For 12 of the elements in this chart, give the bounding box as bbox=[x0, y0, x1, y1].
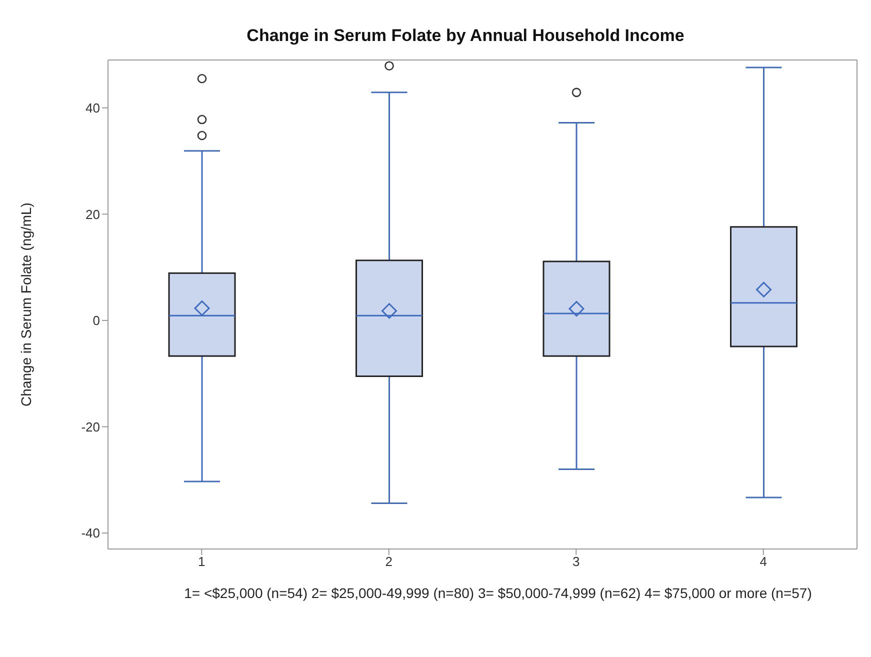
x-tick-label: 4 bbox=[760, 554, 767, 570]
x-axis-title: 1= <$25,000 (n=54) 2= $25,000-49,999 (n=80) 3= $50,000-74,999 (n=62) 4= $75,000 or more (n=57) bbox=[183, 584, 813, 602]
y-tick-label: -40 bbox=[81, 526, 100, 541]
x-tick-label: 3 bbox=[572, 554, 580, 570]
y-tick-label: 20 bbox=[86, 206, 100, 222]
y-tick-label: -20 bbox=[81, 419, 100, 434]
x-tick-label: 2 bbox=[385, 554, 392, 570]
y-tick-label: 0 bbox=[92, 313, 100, 328]
y-tick-label: 40 bbox=[86, 100, 100, 116]
x-tick-label: 1 bbox=[198, 554, 206, 570]
chart-title: Change in Serum Folate by Annual Household Income bbox=[246, 25, 686, 47]
y-axis-title: Change in Serum Folate (ng/mL) bbox=[18, 202, 34, 406]
